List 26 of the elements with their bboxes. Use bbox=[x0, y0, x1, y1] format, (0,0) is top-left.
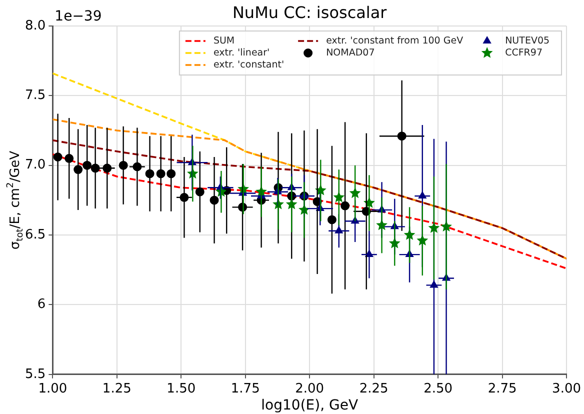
x-axis-title: log10(E), GeV bbox=[261, 398, 358, 414]
legend-label: NUTEV05 bbox=[505, 35, 550, 46]
x-tick-label: 1.75 bbox=[230, 382, 260, 397]
x-tick-label: 1.25 bbox=[102, 382, 132, 397]
x-tick-label: 2.00 bbox=[295, 382, 324, 397]
x-tick-label: 1.00 bbox=[38, 382, 68, 397]
y-tick-label: 6.5 bbox=[24, 227, 46, 242]
text: 1e−39 bbox=[54, 8, 102, 25]
legend-label: SUM bbox=[213, 35, 235, 46]
x-tick-label: 2.25 bbox=[359, 382, 388, 397]
y-tick-label: 6 bbox=[37, 297, 46, 312]
legend-label: CCFR97 bbox=[505, 47, 542, 58]
y-tick-label: 7.5 bbox=[24, 88, 46, 104]
legend-label: extr. 'constant from 100 GeV bbox=[326, 35, 464, 46]
y-tick-label: 5.5 bbox=[24, 366, 46, 382]
x-tick-label: 2.75 bbox=[488, 382, 517, 397]
x-tick-label: 1.50 bbox=[166, 382, 196, 397]
y-axis-title: σtot/E, cm2/GeV bbox=[6, 150, 26, 250]
legend-label: extr. 'linear' bbox=[213, 47, 270, 58]
y-tick-label: 8.0 bbox=[24, 18, 46, 34]
chart-title: NuMu CC: isoscalar bbox=[232, 3, 388, 22]
x-tick-label: 3.00 bbox=[552, 382, 582, 397]
y-tick-label: 7.0 bbox=[24, 158, 46, 173]
legend-label: NOMAD07 bbox=[326, 47, 375, 58]
legend-label: extr. 'constant' bbox=[213, 59, 284, 70]
x-tick-label: 2.50 bbox=[424, 382, 453, 397]
